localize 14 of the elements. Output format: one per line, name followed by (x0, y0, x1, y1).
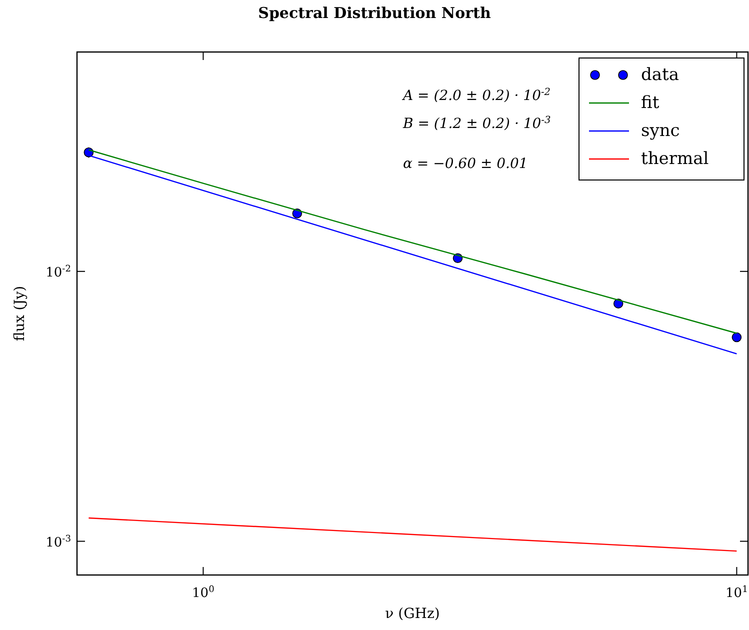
annotation: A = (2.0 ± 0.2) · 10$^{-2}$ (401, 86, 551, 104)
y-tick-label: 10$^{-2}$ (46, 264, 71, 280)
y-axis-title: flux (Jy) (12, 286, 28, 342)
chart-title: Spectral Distribution North (258, 4, 491, 22)
legend-label: data (641, 65, 679, 85)
y-tick-label: 10$^{-3}$ (46, 534, 72, 550)
legend-label: fit (641, 93, 660, 113)
annotation: α = −0.60 ± 0.01 (403, 156, 528, 172)
legend-label: thermal (641, 149, 709, 169)
x-axis-title: ν (GHz) (385, 606, 440, 622)
annotation: B = (1.2 ± 0.2) · 10$^{-3}$ (402, 114, 551, 132)
legend-label: sync (641, 121, 680, 141)
x-tick-label: 10$^{0}$ (192, 585, 215, 601)
x-tick-label: 10$^{1}$ (726, 585, 748, 601)
